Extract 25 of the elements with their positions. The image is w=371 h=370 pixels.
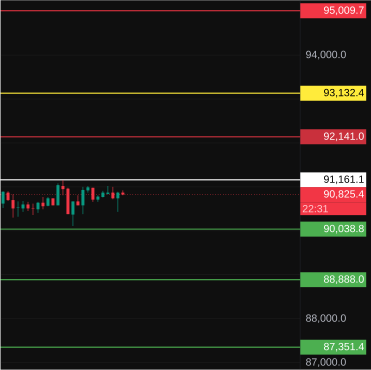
ref-line-label: 90,038.8 [324,224,364,234]
candlestick [22,200,25,212]
candlestick [16,200,20,217]
y-tick-label: 87,000.0 [306,358,346,367]
ref-line-label: 90,825.4 [324,190,364,199]
ref-line-label: 95,009.7 [324,6,364,15]
ref-line-label: 91,161.1 [324,175,364,184]
ref-line-label: 88,888.0 [324,275,364,284]
candlestick [2,190,5,208]
text: 22:31 [302,204,328,212]
y-tick-label: 88,000.0 [306,314,346,323]
candlestick [36,201,40,213]
candlestick [76,194,80,206]
ref-line-label: 93,132.4 [324,88,364,98]
candlestick [61,180,64,196]
candlestick [81,186,84,214]
candlestick [56,182,60,206]
candlestick [116,191,120,212]
candlestick [41,196,44,210]
candlestick [32,203,34,216]
y-tick-label: 94,000.0 [306,50,346,60]
candlestick [26,201,30,212]
ref-line-label: 92,141.0 [324,132,364,141]
candlestick [71,200,74,226]
ref-line-label: 87,351.4 [324,342,364,352]
